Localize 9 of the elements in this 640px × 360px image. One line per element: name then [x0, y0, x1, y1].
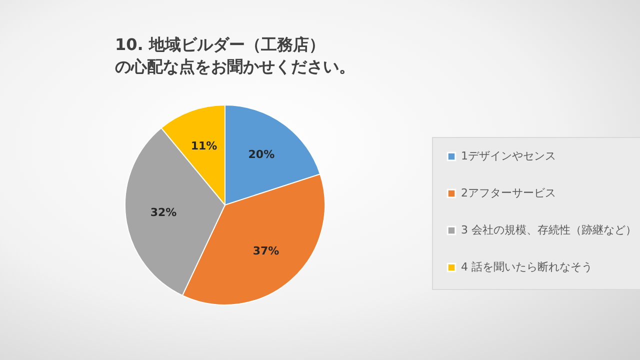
legend-label: 3 会社の規模、存続性（跡継など） — [461, 224, 636, 236]
data-label: 37% — [252, 244, 280, 258]
legend-label: 1デザインやセンス — [461, 150, 556, 162]
data-label: 20% — [248, 148, 275, 161]
data-label: 11% — [190, 140, 218, 153]
legend-label: 2アフターサービス — [461, 186, 556, 200]
data-label: 32% — [150, 206, 177, 219]
chart-title: 10. 地域ビルダー（工務店）の心配な点をお聞かせください。 — [115, 35, 355, 76]
legend-label: 4 話を聞いたら断れなそう — [461, 260, 592, 274]
